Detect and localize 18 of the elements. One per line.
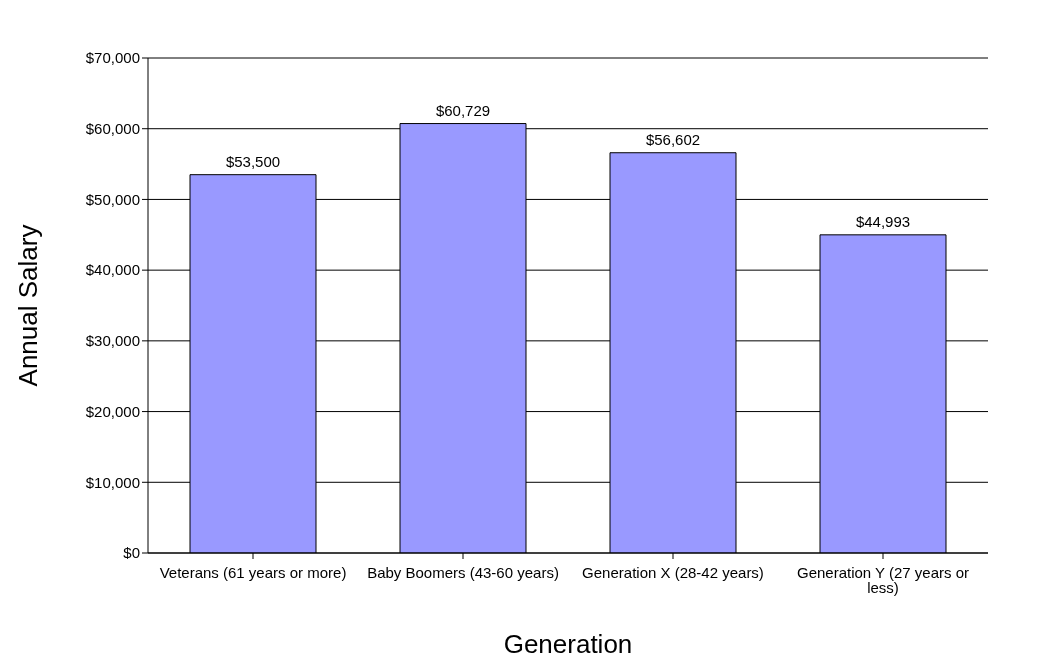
data-label: $44,993 (855, 212, 911, 230)
y-axis-title: Annual Salary (13, 224, 44, 387)
x-tick-label: Baby Boomers (43-60 years) (367, 563, 559, 581)
x-tick-label: Generation X (28-42 years) (582, 563, 764, 581)
y-tick-label: $30,000 (85, 332, 140, 350)
y-tick-label: $40,000 (85, 261, 140, 279)
data-label: $60,729 (435, 101, 491, 119)
data-label: $56,602 (645, 130, 701, 148)
y-tick-label: $50,000 (85, 190, 140, 208)
y-tick-label: $10,000 (85, 473, 140, 491)
y-tick-label: $60,000 (85, 120, 140, 138)
data-label: $53,500 (225, 152, 281, 170)
x-tick-label: Generation Y (27 years or less) (796, 563, 970, 596)
y-tick-label: $70,000 (85, 49, 140, 67)
y-tick-label: $0 (123, 544, 140, 562)
x-axis-title: Generation (503, 629, 633, 659)
x-tick-label: Veterans (61 years or more) (159, 563, 347, 581)
y-tick-label: $20,000 (85, 402, 140, 420)
